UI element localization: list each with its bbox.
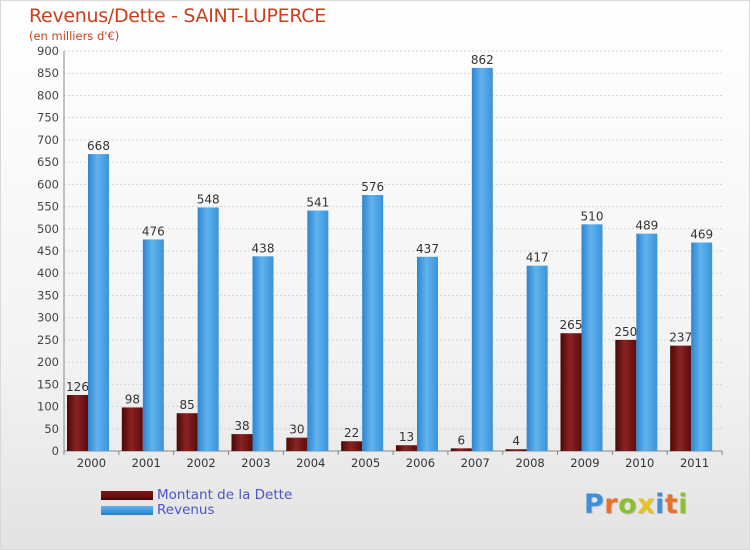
bar-revenus-2010 xyxy=(636,233,658,451)
data-label-dette-2002: 85 xyxy=(180,398,195,412)
data-label-revenus-2003: 438 xyxy=(252,241,275,255)
bar-revenus-2000 xyxy=(88,154,109,451)
proxiti-logo: Proxiti xyxy=(584,489,688,520)
y-tick-label: 300 xyxy=(37,311,59,325)
y-tick-label: 0 xyxy=(52,444,59,458)
bar-dette-2005 xyxy=(341,441,363,451)
x-tick-label-2010: 2010 xyxy=(625,456,654,470)
x-tick-label-2003: 2003 xyxy=(241,456,270,470)
data-label-dette-2006: 13 xyxy=(399,430,414,444)
bar-dette-2000 xyxy=(67,395,88,451)
data-label-dette-2008: 4 xyxy=(512,434,520,448)
chart-title: Revenus/Dette - SAINT-LUPERCE xyxy=(29,5,326,27)
data-label-revenus-2008: 417 xyxy=(526,251,549,265)
logo-letter-3: x xyxy=(637,489,656,520)
data-label-dette-2001: 98 xyxy=(125,392,140,406)
legend-swatch-revenus xyxy=(101,506,153,515)
x-tick-label-2006: 2006 xyxy=(406,456,435,470)
data-label-dette-2000: 126 xyxy=(66,380,89,394)
y-tick-label: 150 xyxy=(37,377,59,391)
y-tick-label: 700 xyxy=(37,133,59,147)
bar-revenus-2009 xyxy=(581,224,603,451)
data-label-revenus-2001: 476 xyxy=(142,224,165,238)
data-label-revenus-2004: 541 xyxy=(306,196,329,210)
bar-revenus-2008 xyxy=(526,265,548,451)
bar-revenus-2002 xyxy=(197,207,219,451)
bar-revenus-2011 xyxy=(691,242,713,451)
x-tick-label-2005: 2005 xyxy=(351,456,380,470)
y-tick-label: 500 xyxy=(37,222,59,236)
bar-dette-2006 xyxy=(396,445,417,451)
bar-revenus-2007 xyxy=(471,67,493,451)
bar-dette-2008 xyxy=(505,449,527,451)
bar-dette-2010 xyxy=(615,339,637,451)
data-label-dette-2004: 30 xyxy=(289,423,304,437)
y-tick-label: 750 xyxy=(37,111,59,125)
bar-revenus-2005 xyxy=(362,195,384,451)
bar-dette-2003 xyxy=(231,434,253,451)
y-tick-label: 900 xyxy=(37,44,59,58)
data-label-dette-2005: 22 xyxy=(344,426,359,440)
y-tick-label: 200 xyxy=(37,355,59,369)
data-label-revenus-2009: 510 xyxy=(581,209,604,223)
x-tick-label-2009: 2009 xyxy=(570,456,599,470)
x-tick-label-2011: 2011 xyxy=(680,456,709,470)
data-label-dette-2011: 237 xyxy=(669,331,692,345)
logo-letter-6: i xyxy=(678,489,689,520)
y-tick-label: 50 xyxy=(44,422,59,436)
bar-revenus-2001 xyxy=(142,239,164,451)
y-tick-label: 850 xyxy=(37,66,59,80)
bar-revenus-2006 xyxy=(417,256,438,451)
chart-subtitle: (en milliers d'€) xyxy=(29,29,120,43)
logo-letter-0: P xyxy=(584,489,605,520)
data-label-revenus-2010: 489 xyxy=(635,219,658,233)
y-tick-label: 350 xyxy=(37,288,59,302)
y-tick-label: 250 xyxy=(37,333,59,347)
data-label-dette-2003: 38 xyxy=(234,419,249,433)
data-label-dette-2010: 250 xyxy=(614,325,637,339)
data-label-revenus-2011: 469 xyxy=(690,228,713,242)
legend-swatch-dette xyxy=(101,491,153,500)
legend-label-dette: Montant de la Dette xyxy=(157,487,293,503)
data-label-revenus-2002: 548 xyxy=(197,192,220,206)
logo-letter-2: o xyxy=(618,489,638,520)
x-tick-label-2001: 2001 xyxy=(132,456,161,470)
logo-letter-4: i xyxy=(655,489,665,520)
bar-dette-2001 xyxy=(121,407,143,451)
data-label-revenus-2005: 576 xyxy=(361,180,384,194)
bar-dette-2007 xyxy=(450,448,472,451)
bar-revenus-2003 xyxy=(252,256,274,451)
logo-letter-1: r xyxy=(604,489,619,520)
x-tick-label-2008: 2008 xyxy=(515,456,544,470)
data-label-revenus-2006: 437 xyxy=(416,242,439,256)
y-tick-label: 800 xyxy=(37,88,59,102)
y-tick-label: 550 xyxy=(37,200,59,214)
y-tick-label: 600 xyxy=(37,177,59,191)
bar-dette-2004 xyxy=(286,437,308,451)
data-label-revenus-2007: 862 xyxy=(471,53,494,67)
y-tick-label: 450 xyxy=(37,244,59,258)
data-label-dette-2007: 6 xyxy=(458,433,466,447)
x-tick-label-2002: 2002 xyxy=(186,456,215,470)
y-tick-label: 650 xyxy=(37,155,59,169)
bar-dette-2002 xyxy=(176,413,198,451)
x-tick-label-2004: 2004 xyxy=(296,456,325,470)
legend-label-revenus: Revenus xyxy=(157,502,215,518)
bar-dette-2011 xyxy=(670,345,692,451)
bar-dette-2009 xyxy=(560,333,582,451)
x-tick-label-2000: 2000 xyxy=(77,456,106,470)
x-tick-label-2007: 2007 xyxy=(461,456,490,470)
data-label-revenus-2000: 668 xyxy=(87,139,110,153)
data-label-dette-2009: 265 xyxy=(560,318,583,332)
logo-letter-5: t xyxy=(664,489,679,520)
bar-revenus-2004 xyxy=(307,210,329,451)
y-tick-label: 100 xyxy=(37,400,59,414)
y-tick-label: 400 xyxy=(37,266,59,280)
